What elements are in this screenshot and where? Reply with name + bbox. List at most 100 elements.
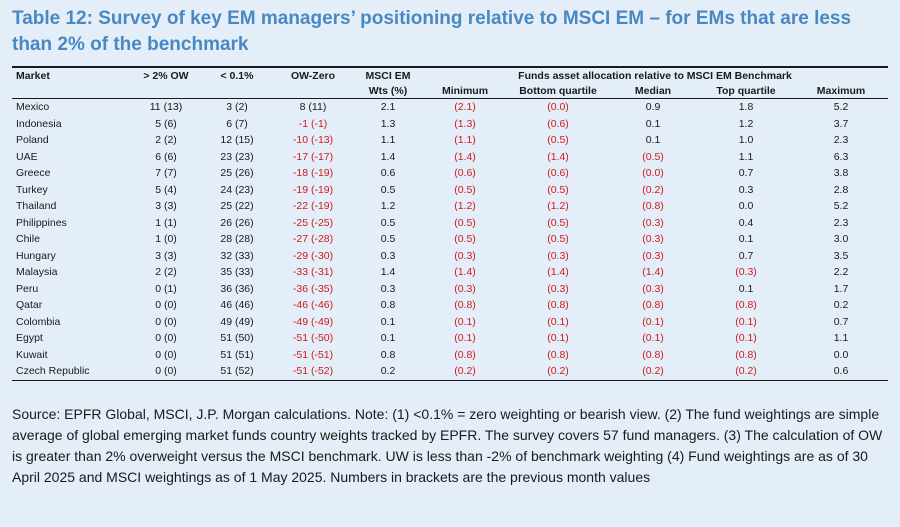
cell-tq: (0.8)	[698, 347, 794, 364]
table-row: Hungary 3 (3) 32 (33) -29 (-30) 0.3 (0.3) (0.3…	[12, 248, 888, 265]
cell-median: (0.8)	[608, 198, 698, 215]
cell-owzero: -19 (-19)	[272, 182, 354, 199]
cell-msci: 0.3	[354, 248, 422, 265]
cell-tq: 0.7	[698, 165, 794, 182]
table-row: Poland 2 (2) 12 (15) -10 (-13) 1.1 (1.1) (0.5)…	[12, 132, 888, 149]
cell-market: UAE	[12, 149, 130, 166]
cell-msci: 0.1	[354, 314, 422, 331]
cell-max: 2.3	[794, 132, 888, 149]
cell-owzero: -1 (-1)	[272, 116, 354, 133]
cell-bq: (0.1)	[508, 314, 608, 331]
cell-ow: 11 (13)	[130, 99, 202, 116]
col-header-median: Median	[608, 83, 698, 99]
cell-ow: 3 (3)	[130, 248, 202, 265]
cell-tq: (0.1)	[698, 330, 794, 347]
cell-bq: (1.2)	[508, 198, 608, 215]
cell-min: (1.3)	[422, 116, 508, 133]
cell-max: 3.7	[794, 116, 888, 133]
cell-msci: 0.8	[354, 297, 422, 314]
cell-msci: 0.5	[354, 182, 422, 199]
table-row: Thailand 3 (3) 25 (22) -22 (-19) 1.2 (1.2) (1.…	[12, 198, 888, 215]
cell-median: (0.3)	[608, 281, 698, 298]
cell-min: (2.1)	[422, 99, 508, 116]
cell-lt01: 36 (36)	[202, 281, 272, 298]
cell-msci: 1.4	[354, 149, 422, 166]
cell-min: (0.1)	[422, 314, 508, 331]
cell-lt01: 23 (23)	[202, 149, 272, 166]
cell-market: Mexico	[12, 99, 130, 116]
col-header-bq: Bottom quartile	[508, 83, 608, 99]
cell-max: 0.2	[794, 297, 888, 314]
cell-lt01: 12 (15)	[202, 132, 272, 149]
col-header-max: Maximum	[794, 83, 888, 99]
cell-msci: 0.5	[354, 215, 422, 232]
cell-market: Peru	[12, 281, 130, 298]
header-row-1: Market > 2% OW < 0.1% OW-Zero MSCI EM Fu…	[12, 67, 888, 83]
cell-bq: (0.6)	[508, 116, 608, 133]
cell-min: (0.3)	[422, 281, 508, 298]
cell-bq: (0.5)	[508, 231, 608, 248]
cell-lt01: 51 (51)	[202, 347, 272, 364]
cell-market: Colombia	[12, 314, 130, 331]
cell-max: 0.6	[794, 363, 888, 380]
cell-msci: 0.1	[354, 330, 422, 347]
header-row-2: Wts (%) Minimum Bottom quartile Median T…	[12, 83, 888, 99]
cell-market: Greece	[12, 165, 130, 182]
cell-lt01: 49 (49)	[202, 314, 272, 331]
cell-ow: 5 (4)	[130, 182, 202, 199]
col-header-owzero: OW-Zero	[272, 67, 354, 83]
cell-msci: 0.8	[354, 347, 422, 364]
col-header-msci-1: MSCI EM	[354, 67, 422, 83]
cell-market: Kuwait	[12, 347, 130, 364]
table-row: Malaysia 2 (2) 35 (33) -33 (-31) 1.4 (1.4) (1.…	[12, 264, 888, 281]
cell-bq: (0.5)	[508, 215, 608, 232]
cell-median: 0.9	[608, 99, 698, 116]
col-header-min: Minimum	[422, 83, 508, 99]
cell-bq: (0.8)	[508, 297, 608, 314]
cell-min: (0.8)	[422, 347, 508, 364]
cell-owzero: 8 (11)	[272, 99, 354, 116]
header-blank	[130, 83, 202, 99]
cell-median: (0.3)	[608, 231, 698, 248]
cell-min: (1.2)	[422, 198, 508, 215]
cell-owzero: -18 (-19)	[272, 165, 354, 182]
header-blank	[12, 83, 130, 99]
cell-min: (0.5)	[422, 215, 508, 232]
cell-min: (0.1)	[422, 330, 508, 347]
cell-median: (0.2)	[608, 363, 698, 380]
cell-min: (1.4)	[422, 149, 508, 166]
cell-bq: (0.3)	[508, 248, 608, 265]
cell-ow: 2 (2)	[130, 132, 202, 149]
cell-median: 0.1	[608, 132, 698, 149]
cell-max: 2.2	[794, 264, 888, 281]
cell-max: 1.7	[794, 281, 888, 298]
cell-owzero: -51 (-51)	[272, 347, 354, 364]
cell-bq: (1.4)	[508, 264, 608, 281]
cell-msci: 2.1	[354, 99, 422, 116]
cell-lt01: 24 (23)	[202, 182, 272, 199]
cell-min: (1.4)	[422, 264, 508, 281]
cell-market: Chile	[12, 231, 130, 248]
table-body: Mexico 11 (13) 3 (2) 8 (11) 2.1 (2.1) (0.0) 0.9…	[12, 99, 888, 381]
table-row: Qatar 0 (0) 46 (46) -46 (-46) 0.8 (0.8) (0.8) (…	[12, 297, 888, 314]
cell-owzero: -49 (-49)	[272, 314, 354, 331]
cell-min: (0.5)	[422, 182, 508, 199]
cell-max: 5.2	[794, 198, 888, 215]
source-note: Source: EPFR Global, MSCI, J.P. Morgan c…	[12, 404, 892, 488]
cell-owzero: -29 (-30)	[272, 248, 354, 265]
cell-lt01: 3 (2)	[202, 99, 272, 116]
cell-msci: 1.1	[354, 132, 422, 149]
cell-bq: (0.6)	[508, 165, 608, 182]
cell-market: Indonesia	[12, 116, 130, 133]
cell-market: Philippines	[12, 215, 130, 232]
cell-market: Turkey	[12, 182, 130, 199]
cell-ow: 0 (0)	[130, 297, 202, 314]
table-row: Peru 0 (1) 36 (36) -36 (-35) 0.3 (0.3) (0.3) (0…	[12, 281, 888, 298]
cell-bq: (0.5)	[508, 182, 608, 199]
cell-owzero: -33 (-31)	[272, 264, 354, 281]
cell-ow: 0 (0)	[130, 330, 202, 347]
cell-tq: (0.2)	[698, 363, 794, 380]
cell-bq: (0.2)	[508, 363, 608, 380]
table-row: Indonesia 5 (6) 6 (7) -1 (-1) 1.3 (1.3) (0.6) 0…	[12, 116, 888, 133]
cell-ow: 2 (2)	[130, 264, 202, 281]
